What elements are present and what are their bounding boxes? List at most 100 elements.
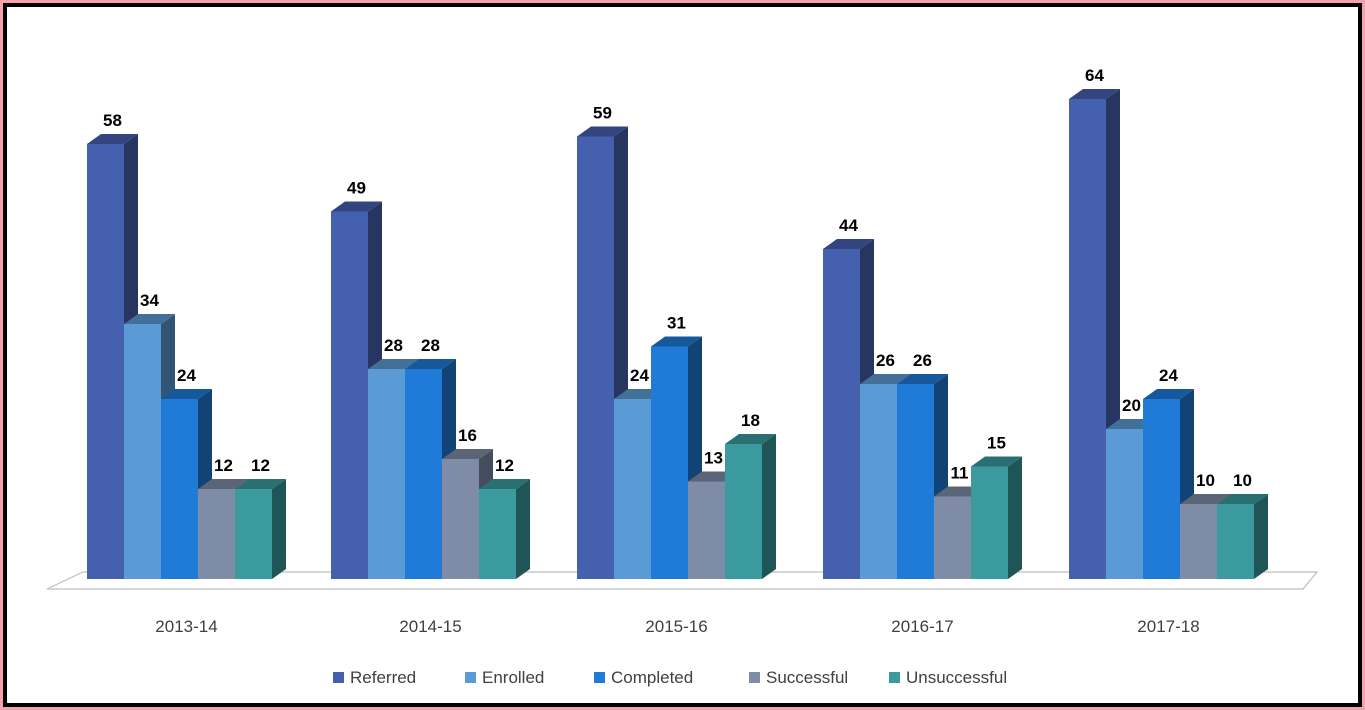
legend-swatch: [889, 672, 900, 683]
value-label-2016-17-unsuccessful: 15: [987, 434, 1006, 453]
value-label-2014-15-referred: 49: [347, 179, 366, 198]
bar-front: [823, 249, 860, 579]
bar-top: [368, 359, 419, 369]
bar-front: [1180, 504, 1217, 579]
legend-label: Enrolled: [482, 668, 544, 687]
category-labels: 2013-14 2014-15 2015-16 2016-17 2017-18: [155, 617, 1199, 636]
bar-front: [331, 211, 368, 579]
bar-front: [1106, 429, 1143, 579]
bar-top: [405, 359, 456, 369]
chart-frame: 58 34 24 12 12 49 28 28 16 12 59 24 31 13 18 44 26 26 11 15…: [3, 3, 1362, 707]
bar-front: [1069, 99, 1106, 579]
bar-top: [651, 336, 702, 347]
bar-2015-16-completed: [651, 336, 702, 579]
bar-front: [897, 384, 934, 579]
value-label-2015-16-referred: 59: [593, 104, 612, 123]
bar-front: [1143, 399, 1180, 579]
value-label-2015-16-unsuccessful: 18: [741, 411, 760, 430]
bar-front: [971, 466, 1008, 579]
bar-top: [1217, 494, 1268, 504]
bar-2014-15-unsuccessful: [479, 479, 530, 579]
bar-top: [860, 374, 911, 384]
bar-front: [442, 459, 479, 579]
legend-swatch: [749, 672, 760, 683]
bar-top: [577, 126, 628, 137]
bar-side: [1008, 456, 1022, 579]
bar-top: [1180, 494, 1231, 504]
bar-top: [198, 479, 249, 489]
legend-label: Referred: [350, 668, 416, 687]
value-label-2017-18-completed: 24: [1159, 366, 1178, 385]
bar-front: [235, 489, 272, 579]
chart-canvas: 58 34 24 12 12 49 28 28 16 12 59 24 31 13 18 44 26 26 11 15…: [7, 7, 1358, 703]
value-label-2015-16-completed: 31: [667, 314, 686, 333]
category-label-2016-17: 2016-17: [891, 617, 953, 636]
bar-top: [442, 449, 493, 459]
category-label-2015-16: 2015-16: [645, 617, 707, 636]
bar-side: [762, 434, 776, 579]
legend: Referred Enrolled Completed Successful Unsuc…: [333, 668, 1007, 687]
value-label-2015-16-enrolled: 24: [630, 366, 649, 385]
value-label-2014-15-completed: 28: [421, 336, 440, 355]
bar-chart: 58 34 24 12 12 49 28 28 16 12 59 24 31 13 18 44 26 26 11 15…: [46, 66, 1319, 687]
bar-2016-17-unsuccessful: [971, 456, 1022, 579]
bar-2015-16-unsuccessful: [725, 434, 776, 579]
bar-front: [725, 444, 762, 579]
bar-front: [479, 489, 516, 579]
legend-item-unsuccessful: Unsuccessful: [889, 668, 1007, 687]
bar-front: [124, 324, 161, 579]
legend-item-referred: Referred: [333, 668, 416, 687]
bar-top: [87, 134, 138, 144]
value-label-2013-14-successful: 12: [214, 456, 233, 475]
category-label-2014-15: 2014-15: [399, 617, 461, 636]
data-labels: 58 34 24 12 12 49 28 28 16 12 59 24 31 13 18 44 26 26 11 15…: [103, 66, 1252, 490]
value-label-2014-15-successful: 16: [458, 426, 477, 445]
value-label-2017-18-enrolled: 20: [1122, 396, 1141, 415]
bar-front: [161, 399, 198, 579]
bar-top: [479, 479, 530, 489]
bar-top: [331, 201, 382, 212]
bar-side: [1254, 494, 1268, 579]
value-label-2014-15-enrolled: 28: [384, 336, 403, 355]
legend-swatch: [594, 672, 605, 683]
legend-item-successful: Successful: [749, 668, 848, 687]
bar-top: [1143, 389, 1194, 399]
bar-top: [725, 434, 776, 444]
bar-2017-18-unsuccessful: [1217, 494, 1268, 579]
bar-front: [577, 136, 614, 579]
value-label-2017-18-referred: 64: [1085, 66, 1104, 85]
value-label-2015-16-successful: 13: [704, 449, 723, 468]
bar-top: [823, 239, 874, 249]
bar-top: [897, 374, 948, 384]
category-label-2013-14: 2013-14: [155, 617, 217, 636]
bar-2013-14-unsuccessful: [235, 479, 286, 579]
value-label-2014-15-unsuccessful: 12: [495, 456, 514, 475]
value-label-2013-14-referred: 58: [103, 111, 122, 130]
category-label-2017-18: 2017-18: [1137, 617, 1199, 636]
value-label-2016-17-successful: 11: [951, 464, 969, 483]
bar-side: [516, 479, 530, 579]
value-label-2017-18-successful: 10: [1196, 471, 1215, 490]
value-label-2013-14-unsuccessful: 12: [251, 456, 270, 475]
legend-swatch: [333, 672, 344, 683]
bar-top: [124, 314, 175, 324]
bar-top: [235, 479, 286, 489]
value-label-2016-17-referred: 44: [839, 216, 858, 235]
value-label-2017-18-unsuccessful: 10: [1233, 471, 1252, 490]
value-label-2016-17-completed: 26: [913, 351, 932, 370]
bar-front: [651, 346, 688, 579]
bar-front: [934, 496, 971, 579]
bar-front: [405, 369, 442, 579]
bars: [87, 89, 1268, 579]
bar-top: [161, 389, 212, 399]
legend-label: Completed: [611, 668, 693, 687]
value-label-2016-17-enrolled: 26: [876, 351, 895, 370]
bar-2014-15-completed: [405, 359, 456, 579]
bar-front: [614, 399, 651, 579]
bar-top: [1069, 89, 1120, 99]
bar-front: [688, 481, 725, 579]
bar-front: [87, 144, 124, 579]
bar-top: [971, 456, 1022, 467]
bar-front: [1217, 504, 1254, 579]
legend-label: Unsuccessful: [906, 668, 1007, 687]
